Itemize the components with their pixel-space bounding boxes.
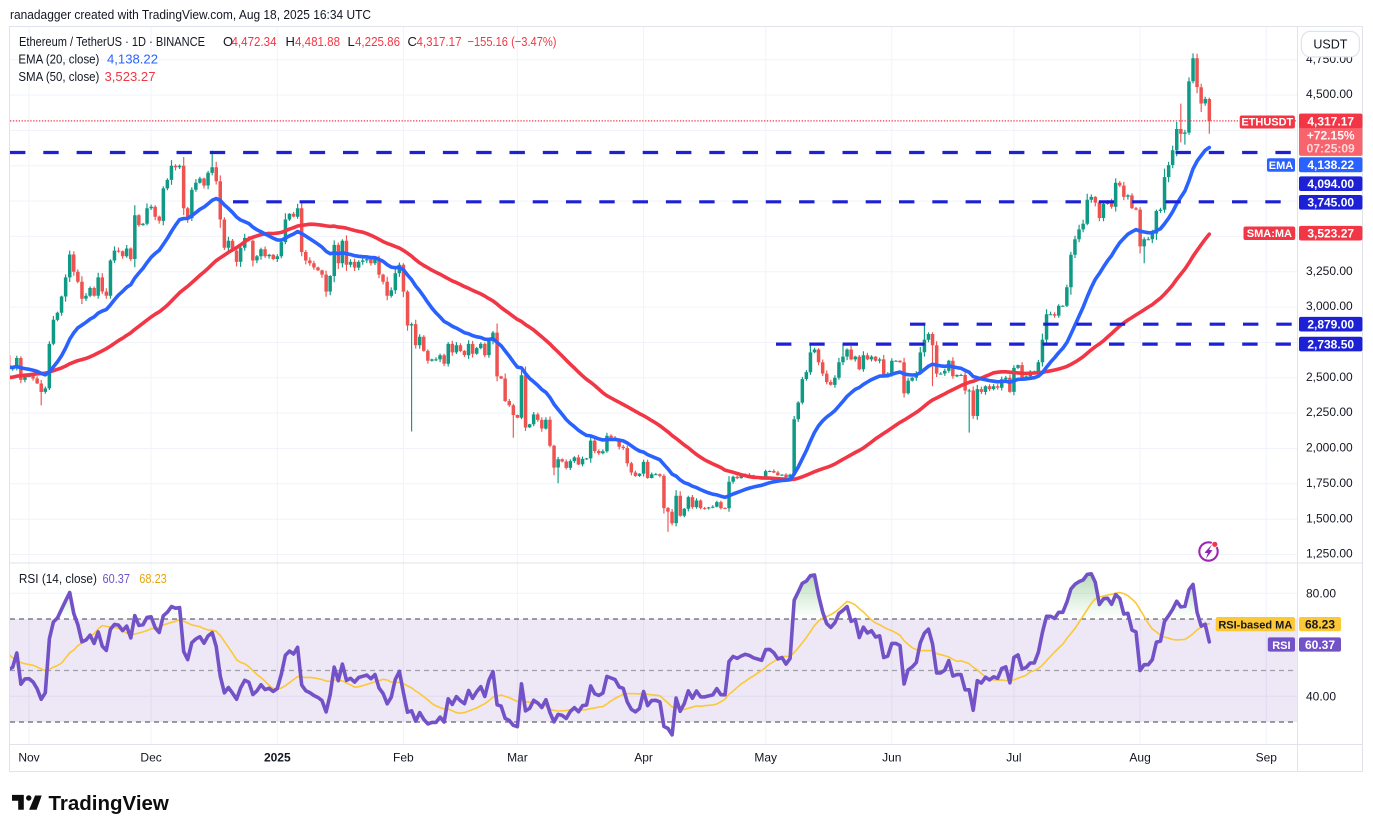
svg-text:Apr: Apr (634, 751, 653, 765)
svg-text:40.00: 40.00 (1306, 690, 1336, 704)
svg-text:C: C (408, 34, 417, 49)
svg-text:4,317.17: 4,317.17 (417, 34, 462, 49)
svg-text:ETHUSDT: ETHUSDT (1241, 117, 1293, 129)
svg-text:60.37: 60.37 (1305, 638, 1335, 652)
svg-text:Feb: Feb (393, 751, 414, 765)
svg-text:68.23: 68.23 (1305, 617, 1335, 631)
svg-text:TradingView: TradingView (49, 792, 169, 815)
svg-text:H: H (286, 34, 295, 49)
svg-text:2,500.00: 2,500.00 (1306, 370, 1353, 384)
svg-text:ranadagger created with Tradin: ranadagger created with TradingView.com,… (10, 8, 371, 22)
svg-text:Dec: Dec (140, 751, 161, 765)
svg-text:4,481.88: 4,481.88 (295, 34, 340, 49)
svg-text:1,750.00: 1,750.00 (1306, 476, 1353, 490)
svg-text:2,879.00: 2,879.00 (1307, 318, 1354, 332)
svg-text:07:25:09: 07:25:09 (1307, 142, 1355, 156)
svg-text:Jul: Jul (1006, 751, 1021, 765)
svg-text:4,472.34: 4,472.34 (232, 34, 277, 49)
svg-text:Nov: Nov (18, 751, 39, 765)
svg-text:Mar: Mar (507, 751, 528, 765)
svg-text:May: May (754, 751, 777, 765)
svg-text:1,250.00: 1,250.00 (1306, 547, 1353, 561)
svg-text:Sep: Sep (1256, 751, 1278, 765)
svg-text:SMA (50, close): SMA (50, close) (18, 69, 99, 84)
svg-text:Ethereum / TetherUS · 1D · BIN: Ethereum / TetherUS · 1D · BINANCE (19, 34, 205, 49)
svg-text:68.23: 68.23 (139, 571, 167, 586)
svg-text:RSI-based MA: RSI-based MA (1218, 619, 1292, 631)
svg-text:Jun: Jun (882, 751, 901, 765)
svg-text:4,317.17: 4,317.17 (1307, 114, 1354, 128)
svg-text:4,138.22: 4,138.22 (1307, 158, 1354, 172)
svg-text:3,000.00: 3,000.00 (1306, 299, 1353, 313)
svg-text:EMA (20, close): EMA (20, close) (18, 51, 99, 66)
svg-text:2025: 2025 (264, 751, 291, 765)
svg-text:60.37: 60.37 (103, 571, 131, 586)
svg-text:2,738.50: 2,738.50 (1307, 337, 1354, 351)
svg-text:RSI (14, close): RSI (14, close) (19, 571, 97, 586)
svg-text:EMA: EMA (1269, 160, 1294, 172)
svg-text:3,523.27: 3,523.27 (1307, 227, 1354, 241)
svg-text:SMA:MA: SMA:MA (1247, 228, 1292, 240)
svg-text:2,250.00: 2,250.00 (1306, 405, 1353, 419)
svg-text:USDT: USDT (1313, 37, 1347, 51)
svg-text:4,500.00: 4,500.00 (1306, 87, 1353, 101)
svg-text:3,523.27: 3,523.27 (105, 69, 156, 84)
svg-text:Aug: Aug (1129, 751, 1150, 765)
svg-text:3,745.00: 3,745.00 (1307, 196, 1354, 210)
svg-text:+72.15%: +72.15% (1307, 129, 1355, 143)
svg-text:O: O (223, 34, 233, 49)
svg-text:2,000.00: 2,000.00 (1306, 441, 1353, 455)
svg-text:RSI: RSI (1272, 640, 1290, 652)
svg-text:−155.16 (−3.47%): −155.16 (−3.47%) (468, 34, 557, 49)
svg-text:4,138.22: 4,138.22 (107, 51, 158, 66)
svg-text:L: L (348, 34, 355, 49)
svg-text:80.00: 80.00 (1306, 587, 1336, 601)
svg-text:1,500.00: 1,500.00 (1306, 511, 1353, 525)
svg-text:4,094.00: 4,094.00 (1307, 177, 1354, 191)
svg-text:3,250.00: 3,250.00 (1306, 264, 1353, 278)
svg-text:4,225.86: 4,225.86 (355, 34, 400, 49)
